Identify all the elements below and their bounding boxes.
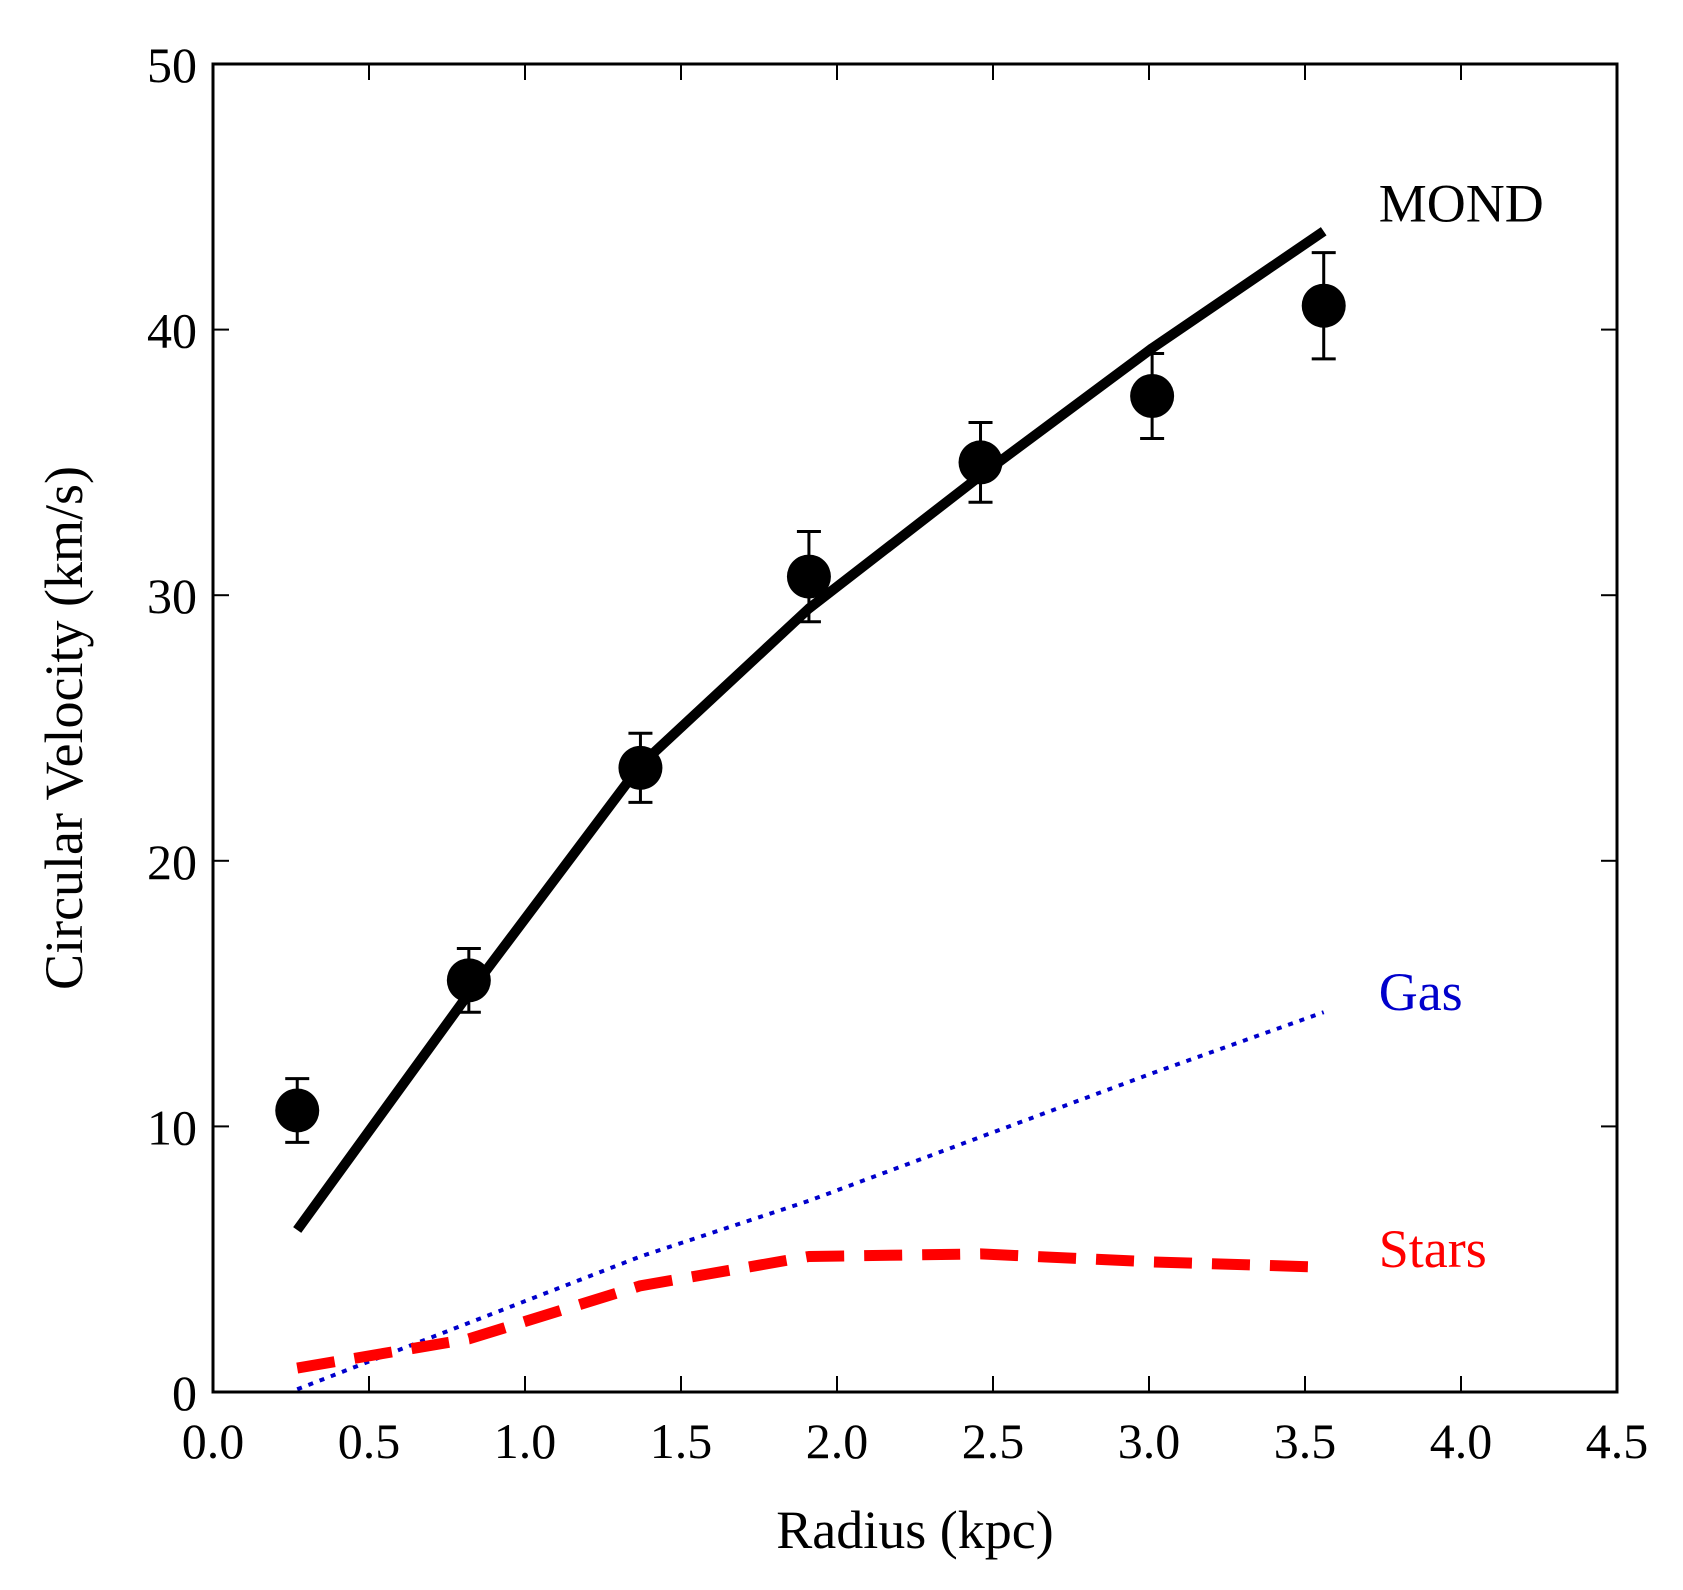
data-marker [786, 554, 831, 599]
x-tick-label: 2.5 [962, 1413, 1025, 1469]
y-tick-label: 40 [147, 303, 197, 359]
data-point [958, 421, 1003, 504]
series-label-mond: MOND [1379, 173, 1544, 233]
y-tick-label: 20 [147, 834, 197, 890]
data-point [786, 529, 831, 624]
plot-frame [211, 62, 1619, 1394]
series-line-gas [296, 1010, 1325, 1392]
data-marker [446, 958, 491, 1003]
data-point [446, 946, 491, 1014]
data-point [275, 1077, 320, 1144]
data-marker [618, 745, 663, 790]
axes: MOND Gas Stars 0.0 0.5 1.0 1.5 2.0 2.5 3.0 3.5 4.0 4… [147, 37, 1648, 1469]
x-tick-label: 0.0 [182, 1413, 245, 1469]
data-point [1130, 352, 1175, 440]
y-tick-label: 10 [147, 1099, 197, 1155]
x-tick-label: 1.0 [494, 1413, 557, 1469]
data-marker [1301, 283, 1346, 328]
x-tick-label: 3.0 [1118, 1413, 1181, 1469]
y-axis-title: Circular Velocity (km/s) [34, 466, 94, 990]
x-tick-label: 4.0 [1430, 1413, 1493, 1469]
x-tick-label: 4.5 [1586, 1413, 1649, 1469]
data-point [1301, 251, 1346, 361]
x-axis-title: Radius (kpc) [776, 1500, 1053, 1560]
x-tick-label: 1.5 [650, 1413, 713, 1469]
series-label-gas: Gas [1379, 962, 1463, 1022]
series-line-mond [293, 227, 1327, 1233]
x-tick-label: 3.5 [1274, 1413, 1337, 1469]
data-marker [1130, 374, 1175, 418]
y-tick-label: 30 [147, 568, 197, 624]
series-line-stars [296, 1248, 1324, 1374]
data-point [618, 731, 663, 804]
y-tick-label: 50 [147, 37, 197, 93]
data-marker [275, 1088, 320, 1133]
data-group [275, 227, 1346, 1392]
plot-area [275, 227, 1346, 1392]
data-marker [958, 440, 1003, 485]
series-label-stars: Stars [1379, 1219, 1487, 1279]
x-tick-label: 2.0 [806, 1413, 869, 1469]
y-tick-label: 0 [172, 1365, 197, 1421]
x-tick-label: 0.5 [338, 1413, 401, 1469]
